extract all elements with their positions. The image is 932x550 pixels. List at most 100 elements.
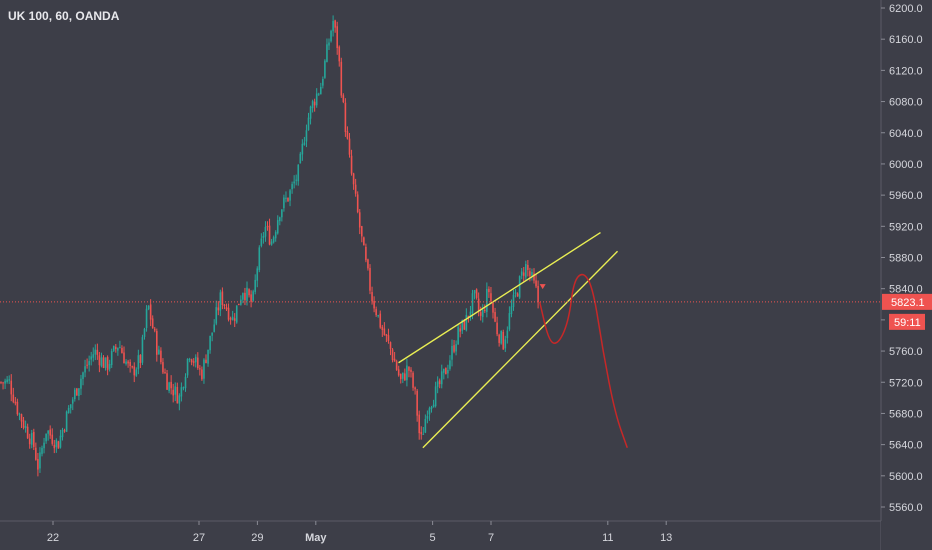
candle-body xyxy=(436,381,439,387)
time-axis-label: 13 xyxy=(660,532,672,544)
candle-body xyxy=(451,345,453,360)
candle-body xyxy=(35,447,37,460)
candle-body xyxy=(514,292,517,294)
candle-body xyxy=(383,328,386,335)
candle-body xyxy=(252,291,254,301)
price-axis-label: 6200.0 xyxy=(889,3,923,15)
projection-curve[interactable] xyxy=(538,273,628,449)
lower-trendline[interactable] xyxy=(422,250,619,449)
upper-trendline[interactable] xyxy=(398,231,601,364)
price-axis-label: 5840.0 xyxy=(889,284,923,296)
candle-body xyxy=(94,349,97,355)
candle-body xyxy=(39,452,41,469)
candle-body xyxy=(137,355,140,370)
candle-body xyxy=(322,78,324,86)
candle-body xyxy=(426,415,429,419)
candle-body xyxy=(494,312,496,322)
candle-body xyxy=(309,106,312,119)
price-axis-label: 6160.0 xyxy=(889,34,923,46)
candle-body xyxy=(106,357,109,371)
candle-body xyxy=(490,293,492,302)
candle-body xyxy=(4,380,6,384)
candle-body xyxy=(457,326,459,345)
candle-body xyxy=(76,388,78,396)
candle-body xyxy=(98,355,101,366)
candle-body xyxy=(375,309,377,316)
candle-body xyxy=(410,369,412,372)
candle-body xyxy=(416,390,418,416)
candle-body xyxy=(102,357,105,368)
candle-body xyxy=(434,386,437,407)
time-axis-label: 27 xyxy=(193,532,205,544)
candle-body xyxy=(238,303,240,306)
candle-body xyxy=(244,292,246,301)
candle-body xyxy=(315,93,318,106)
candle-body xyxy=(207,349,209,364)
time-axis[interactable]: 22 27 29 May 5 7 11 13 xyxy=(47,521,672,544)
candle-body xyxy=(201,369,203,380)
candle-body xyxy=(22,420,25,428)
price-axis[interactable]: 6200.0 6160.0 6120.0 6080.0 6040.0 6000.0 5960… xyxy=(881,3,923,514)
candle-body xyxy=(281,209,283,218)
price-axis-label: 5720.0 xyxy=(889,377,923,389)
candle-body xyxy=(527,264,529,270)
candle-body xyxy=(354,184,357,194)
candle-body xyxy=(168,382,170,392)
price-axis-label: 5920.0 xyxy=(889,221,923,233)
candle-body xyxy=(449,360,451,369)
candle-body xyxy=(299,153,302,164)
candle-body xyxy=(428,408,431,415)
candle-body xyxy=(369,268,371,291)
candle-body xyxy=(135,369,138,376)
axis-corner xyxy=(881,521,932,550)
candle-body xyxy=(256,268,259,281)
candle-body xyxy=(145,308,148,328)
price-axis-label: 5760.0 xyxy=(889,346,923,358)
candle-body xyxy=(498,334,500,343)
candle-body xyxy=(453,345,455,352)
candle-body xyxy=(16,401,19,415)
candle-body xyxy=(430,406,433,410)
candle-body xyxy=(123,352,125,364)
candle-body xyxy=(358,212,361,228)
candle-body xyxy=(356,194,359,213)
candle-body xyxy=(88,361,90,366)
candle-body xyxy=(295,179,297,181)
candle-body xyxy=(266,226,269,228)
candle-body xyxy=(397,369,400,376)
candle-body xyxy=(164,372,166,374)
candle-body xyxy=(285,197,287,199)
candle-body xyxy=(479,312,482,316)
candle-body xyxy=(129,361,131,366)
candle-body xyxy=(184,376,187,389)
candle-body xyxy=(63,430,66,432)
candle-body xyxy=(86,364,88,366)
candle-body xyxy=(387,335,390,342)
candle-body xyxy=(51,434,54,444)
time-axis-label: 29 xyxy=(251,532,263,544)
candle-body xyxy=(246,287,248,301)
candle-body xyxy=(274,232,277,239)
candle-body xyxy=(188,358,191,360)
candle-body xyxy=(402,372,404,379)
candle-body xyxy=(301,143,304,155)
candle-body xyxy=(53,444,56,449)
candle-body xyxy=(194,356,197,363)
candle-body xyxy=(229,318,232,320)
candle-body xyxy=(215,307,218,324)
candle-body xyxy=(533,273,535,281)
candle-body xyxy=(160,350,162,363)
candle-body xyxy=(508,313,511,330)
candle-body xyxy=(250,294,252,302)
candle-body xyxy=(399,374,402,380)
candle-body xyxy=(510,306,513,314)
price-axis-label: 6120.0 xyxy=(889,65,923,77)
candle-body xyxy=(41,447,43,454)
candle-body xyxy=(96,349,99,355)
candle-body xyxy=(414,387,416,390)
candle-body xyxy=(447,370,449,374)
candle-body xyxy=(82,372,84,379)
candle-body xyxy=(467,315,470,318)
